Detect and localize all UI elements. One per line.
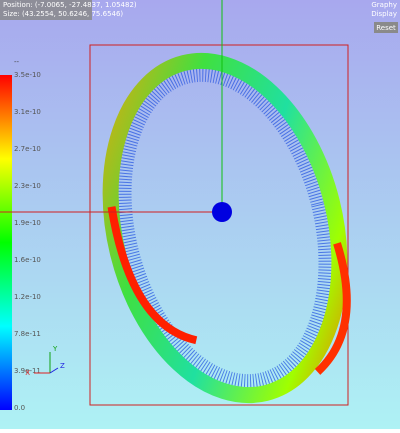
legend-label: 2.3e-10	[14, 182, 41, 190]
reset-label[interactable]: Reset	[376, 24, 396, 32]
color-bar	[0, 75, 12, 410]
legend-label: 2.7e-10	[14, 145, 41, 153]
bounding-box	[89, 44, 349, 406]
legend-label: 1.9e-10	[14, 219, 41, 227]
legend-label: 0.0	[14, 404, 25, 412]
legend-label: 3.1e-10	[14, 108, 41, 116]
ring-inner	[113, 63, 337, 393]
legend-label: 3.9e-11	[14, 367, 41, 375]
triad-z-label: Z	[60, 362, 65, 370]
legend-label: 1.2e-10	[14, 293, 41, 301]
triad-z	[49, 367, 59, 374]
legend-label: 1.6e-10	[14, 256, 41, 264]
ring-edge	[314, 242, 351, 375]
panel-subtitle: Display	[371, 10, 397, 18]
ring	[102, 52, 351, 404]
panel-title: Graphy	[371, 1, 397, 9]
triad-y-label: Y	[52, 345, 58, 353]
info-box	[0, 0, 92, 20]
reset-button[interactable]	[374, 22, 398, 33]
legend-label: 7.8e-11	[14, 330, 41, 338]
legend-label: 3.5e-10	[14, 71, 41, 79]
info-position: Position: (-7.0065, -27.4837, 1.05482)	[3, 1, 137, 9]
legend-header: --	[14, 58, 20, 66]
info-size: Size: (43.2554, 50.6246, 75.6546)	[3, 10, 123, 18]
triad-x-label: X	[25, 369, 30, 377]
ring-edge	[107, 206, 198, 345]
pivot	[212, 202, 232, 222]
